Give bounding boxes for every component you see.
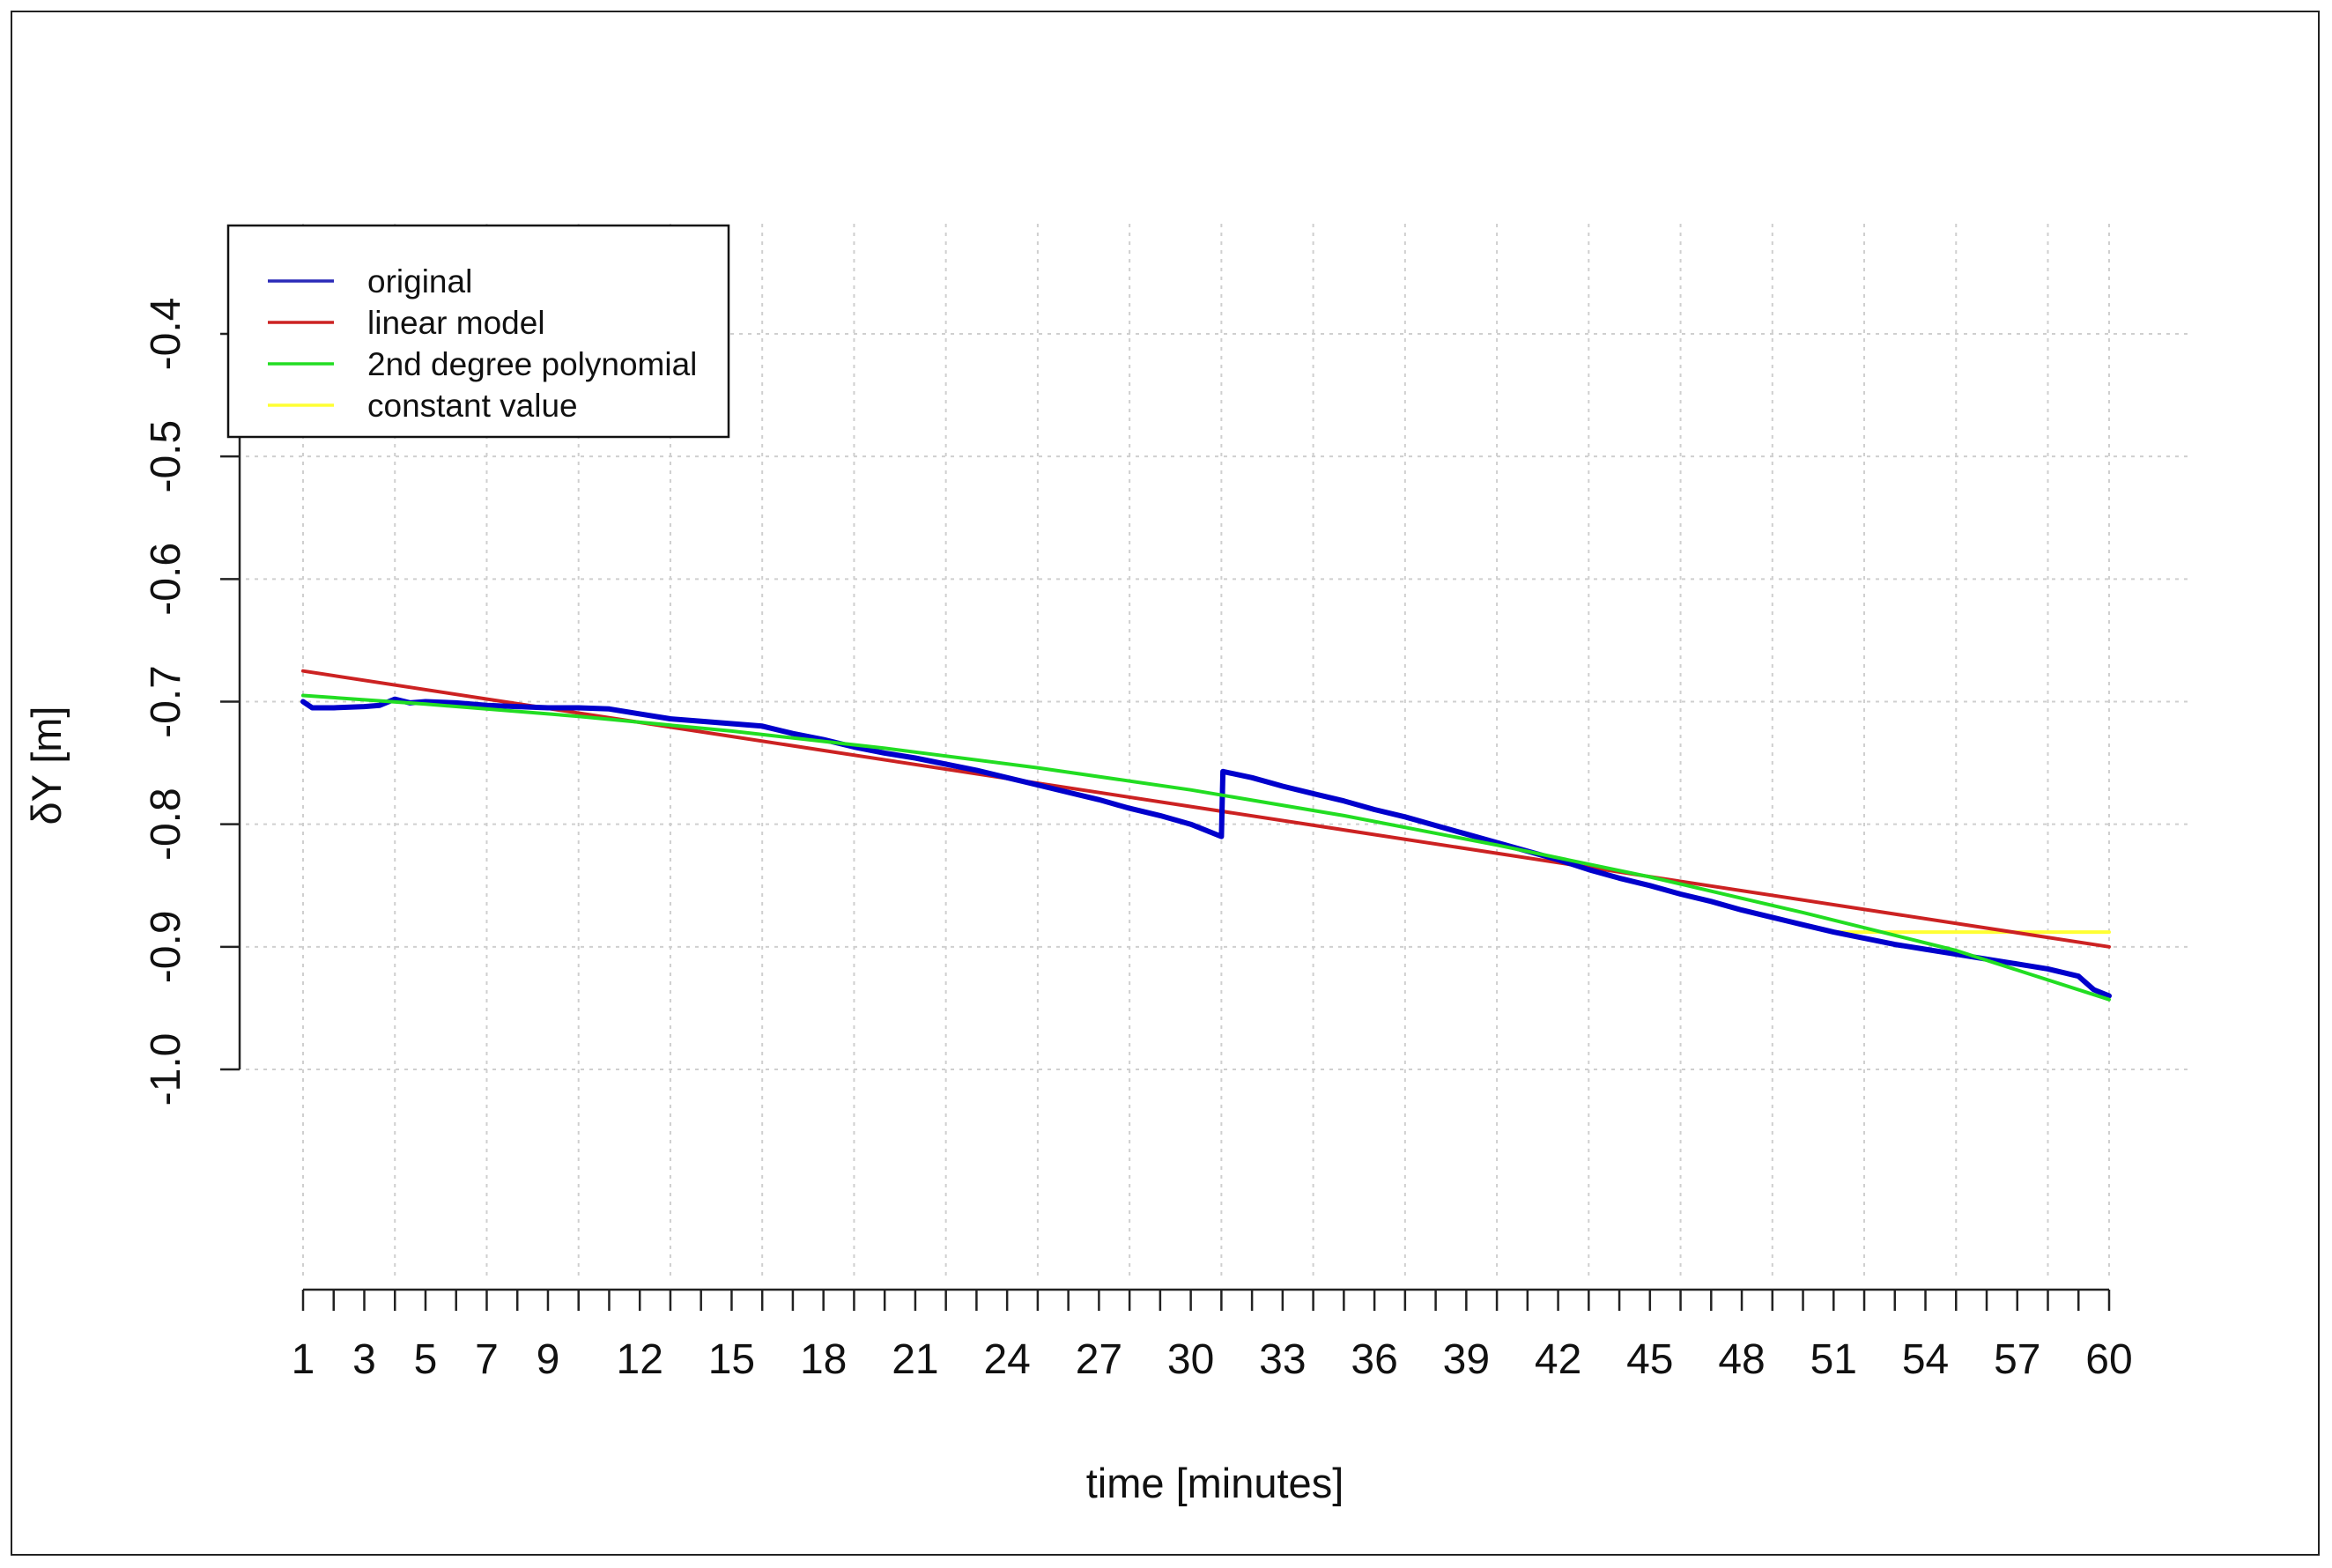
x-tick-label: 9 bbox=[537, 1336, 560, 1383]
legend-box bbox=[226, 224, 730, 439]
series-line-original bbox=[300, 696, 2112, 999]
y-tick-label: -0.9 bbox=[143, 910, 189, 983]
x-axis: 1 3 5 7 9 12 15 18 21 24 27 30 33 36 39 42 45 48 51 54 57 60 bbox=[292, 1288, 2133, 1383]
x-tick-label: 18 bbox=[800, 1336, 847, 1383]
x-tick-label: 45 bbox=[1626, 1336, 1673, 1383]
x-tick-label: 7 bbox=[475, 1336, 499, 1383]
series-line-linear-model bbox=[301, 669, 2111, 949]
legend-label: constant value bbox=[367, 388, 578, 424]
x-tick-label: 15 bbox=[708, 1336, 755, 1383]
y-axis: -0.4 -0.5 -0.6 -0.7 -0.8 -0.9 -1.0 bbox=[143, 298, 241, 1106]
x-tick-label: 42 bbox=[1535, 1336, 1581, 1383]
legend: original linear model 2nd degree polynomia… bbox=[226, 224, 730, 439]
x-tick-label: 54 bbox=[1902, 1336, 1949, 1383]
x-tick-label: 30 bbox=[1167, 1336, 1214, 1383]
x-tick-label: 27 bbox=[1076, 1336, 1122, 1383]
y-tick-label: -0.5 bbox=[143, 420, 189, 493]
x-tick-label: 39 bbox=[1443, 1336, 1490, 1383]
series-line-2nd-degree-polynomial bbox=[301, 693, 2111, 1002]
y-tick-label: -0.7 bbox=[143, 665, 189, 738]
x-axis-title: time [minutes] bbox=[1086, 1460, 1344, 1506]
y-tick-label: -0.8 bbox=[143, 788, 189, 861]
y-tick-label: -0.6 bbox=[143, 543, 189, 616]
x-tick-label: 57 bbox=[1994, 1336, 2040, 1383]
series bbox=[300, 669, 2112, 1002]
x-tick-label: 33 bbox=[1259, 1336, 1306, 1383]
x-tick-label: 24 bbox=[983, 1336, 1030, 1383]
y-tick-label: -1.0 bbox=[143, 1033, 189, 1106]
x-tick-label: 51 bbox=[1810, 1336, 1857, 1383]
x-tick-label: 48 bbox=[1718, 1336, 1765, 1383]
x-tick-label: 1 bbox=[292, 1336, 315, 1383]
y-axis-title: δY [m] bbox=[23, 706, 70, 825]
x-tick-label: 60 bbox=[2085, 1336, 2132, 1383]
x-tick-label: 12 bbox=[617, 1336, 663, 1383]
legend-label: original bbox=[367, 263, 472, 300]
x-tick-label: 36 bbox=[1351, 1336, 1397, 1383]
chart: -0.4-0.5-0.6-0.7-0.8-0.9-1.0 1 3 5 7 9 12 15 18… bbox=[23, 224, 2188, 1506]
legend-label: linear model bbox=[367, 305, 545, 341]
legend-label: 2nd degree polynomial bbox=[367, 346, 697, 382]
chart-frame: -0.4 -0.5 -0.6 -0.7 -0.8 -0.9 -1.0 1 3 5 7 9 12 15 18… bbox=[11, 11, 2320, 1556]
x-tick-label: 3 bbox=[352, 1336, 376, 1383]
x-tick-label: 21 bbox=[892, 1336, 938, 1383]
y-tick-label: -0.4 bbox=[143, 298, 189, 371]
x-tick-label: 5 bbox=[414, 1336, 438, 1383]
